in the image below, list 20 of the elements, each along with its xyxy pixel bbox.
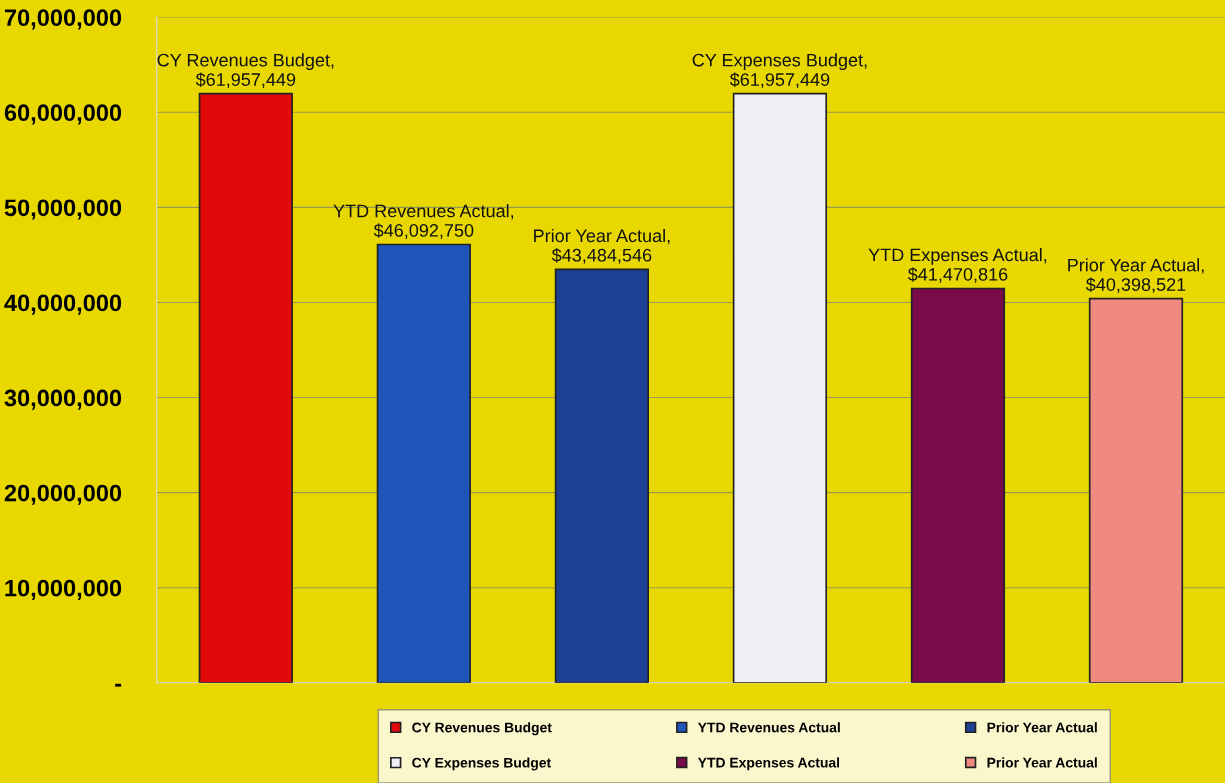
data-label: YTD Revenues Actual, $46,092,750 (333, 204, 514, 239)
legend-label: Prior Year Actual (987, 757, 1097, 768)
y-tick-label: 50,000,000 (4, 199, 122, 220)
data-label: Prior Year Actual, $40,398,521 (1068, 258, 1204, 294)
legend-label: Prior Year Actual (987, 722, 1097, 733)
y-tick-label: 20,000,000 (4, 484, 122, 505)
data-label: CY Revenues Budget, $61,957,449 (157, 53, 334, 89)
legend-label: CY Revenues Budget (412, 722, 552, 736)
y-tick-label: 40,000,000 (4, 294, 122, 315)
y-tick-label: 60,000,000 (4, 104, 122, 125)
y-tick-label: 10,000,000 (5, 579, 122, 600)
legend-label: CY Expenses Budget (412, 757, 551, 771)
data-label: YTD Expenses Actual, $41,470,816 (868, 248, 1047, 283)
y-tick-label: - (115, 683, 122, 687)
y-tick-label: 70,000,000 (4, 9, 122, 30)
legend-label: YTD Revenues Actual (697, 722, 840, 733)
data-label: Prior Year Actual, $43,484,546 (534, 228, 670, 264)
data-label: CY Expenses Budget, $61,957,449 (692, 53, 867, 89)
y-tick-label: 30,000,000 (4, 389, 122, 410)
legend-label: YTD Expenses Actual (697, 757, 840, 771)
